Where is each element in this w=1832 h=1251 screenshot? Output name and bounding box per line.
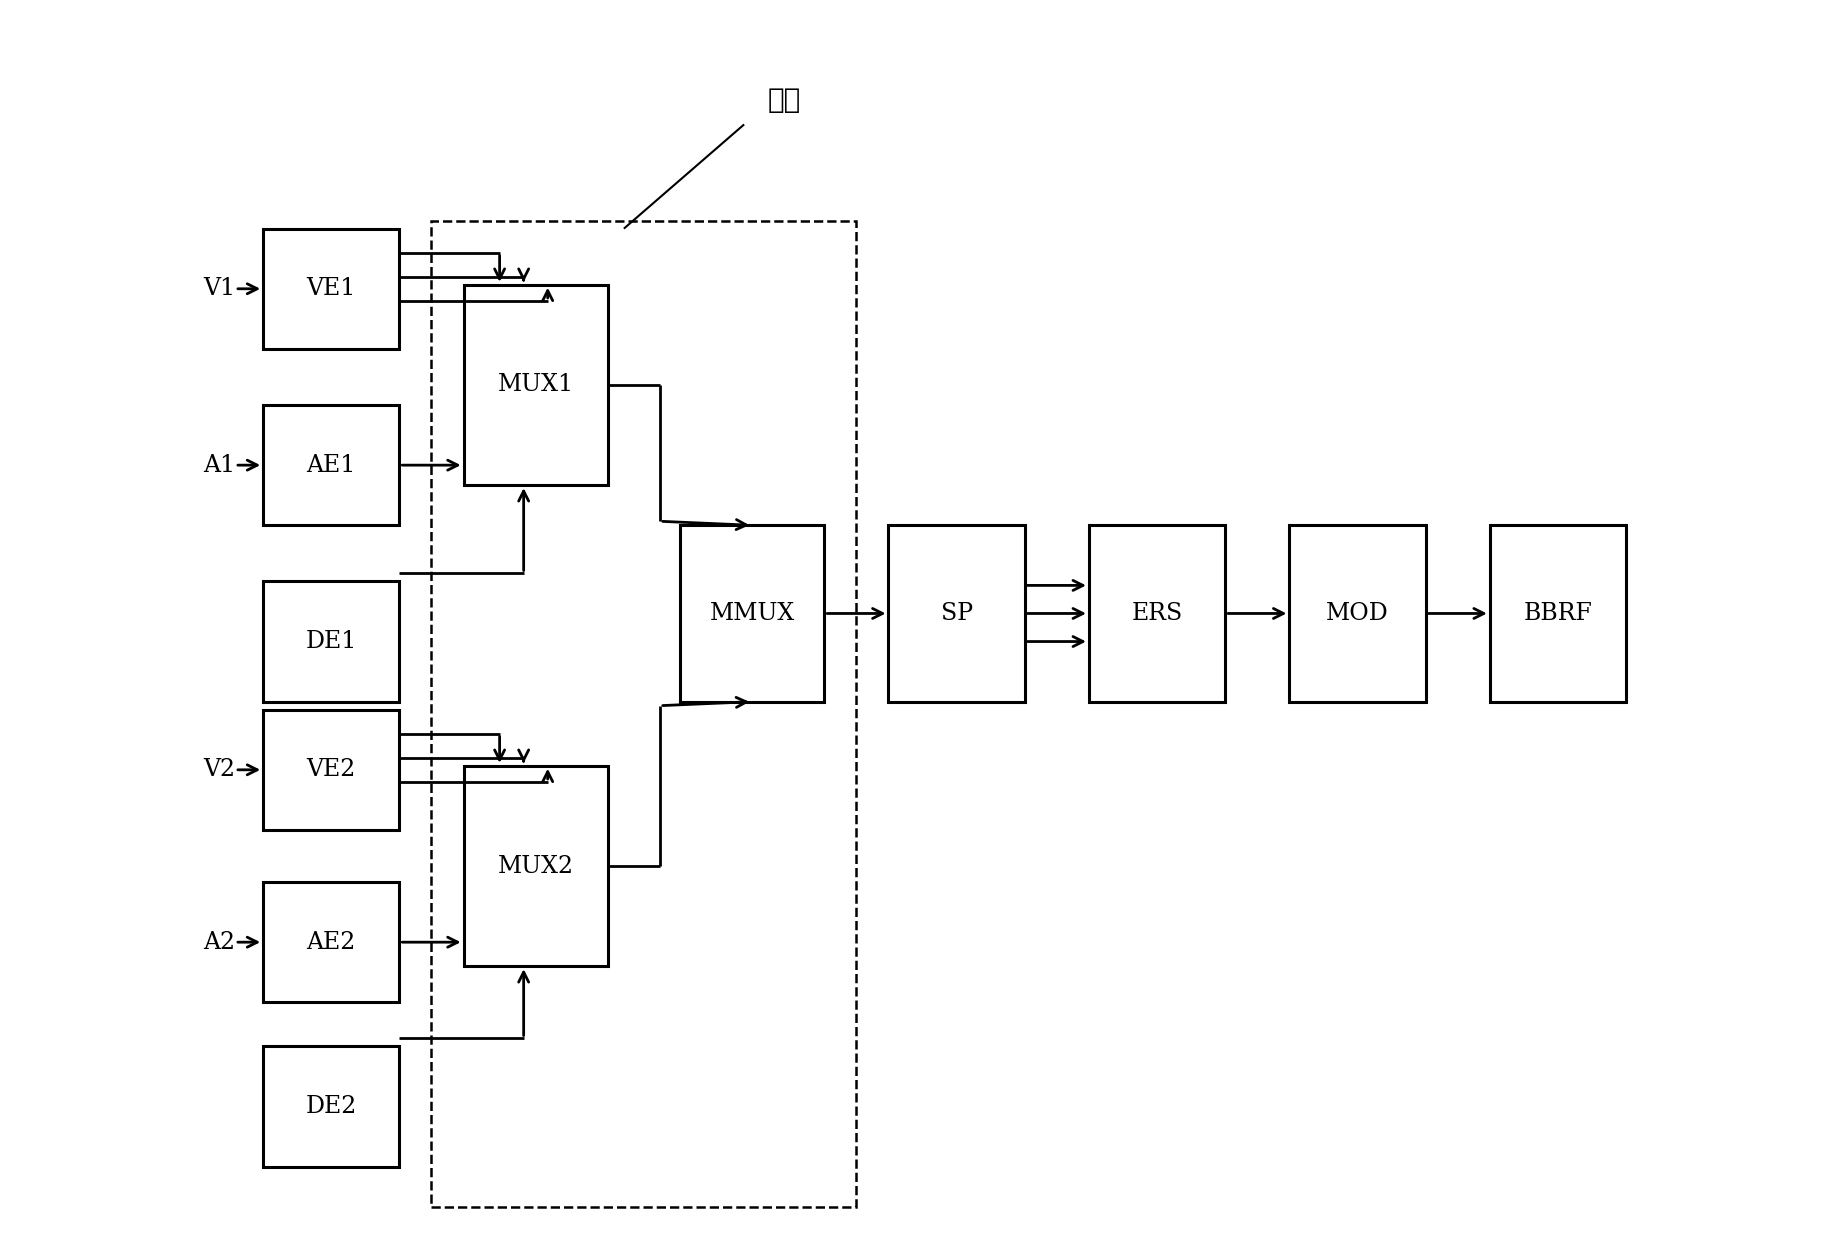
Text: AE1: AE1: [306, 454, 355, 477]
Bar: [264, 709, 399, 829]
Text: A1: A1: [203, 454, 234, 477]
Text: AE2: AE2: [306, 931, 355, 953]
Bar: [431, 220, 856, 1207]
Text: BBRF: BBRF: [1522, 602, 1592, 626]
Text: 复合: 复合: [768, 86, 801, 114]
Text: V1: V1: [203, 278, 234, 300]
Text: VE2: VE2: [306, 758, 355, 782]
Text: MUX1: MUX1: [496, 374, 573, 397]
Bar: [1288, 525, 1425, 702]
Text: ERS: ERS: [1130, 602, 1182, 626]
Text: DE1: DE1: [306, 631, 357, 653]
Text: SP: SP: [940, 602, 973, 626]
Text: DE2: DE2: [306, 1095, 357, 1118]
Bar: [463, 285, 608, 485]
Text: MMUX: MMUX: [709, 602, 795, 626]
Bar: [264, 229, 399, 349]
Bar: [264, 1046, 399, 1167]
Text: MOD: MOD: [1325, 602, 1389, 626]
Text: VE1: VE1: [306, 278, 355, 300]
Bar: [264, 582, 399, 702]
Bar: [463, 766, 608, 966]
Bar: [264, 882, 399, 1002]
Bar: [889, 525, 1024, 702]
Bar: [1088, 525, 1224, 702]
Text: MUX2: MUX2: [496, 854, 573, 877]
Text: A2: A2: [203, 931, 234, 953]
Bar: [680, 525, 824, 702]
Bar: [1489, 525, 1625, 702]
Text: V2: V2: [203, 758, 234, 782]
Bar: [264, 405, 399, 525]
